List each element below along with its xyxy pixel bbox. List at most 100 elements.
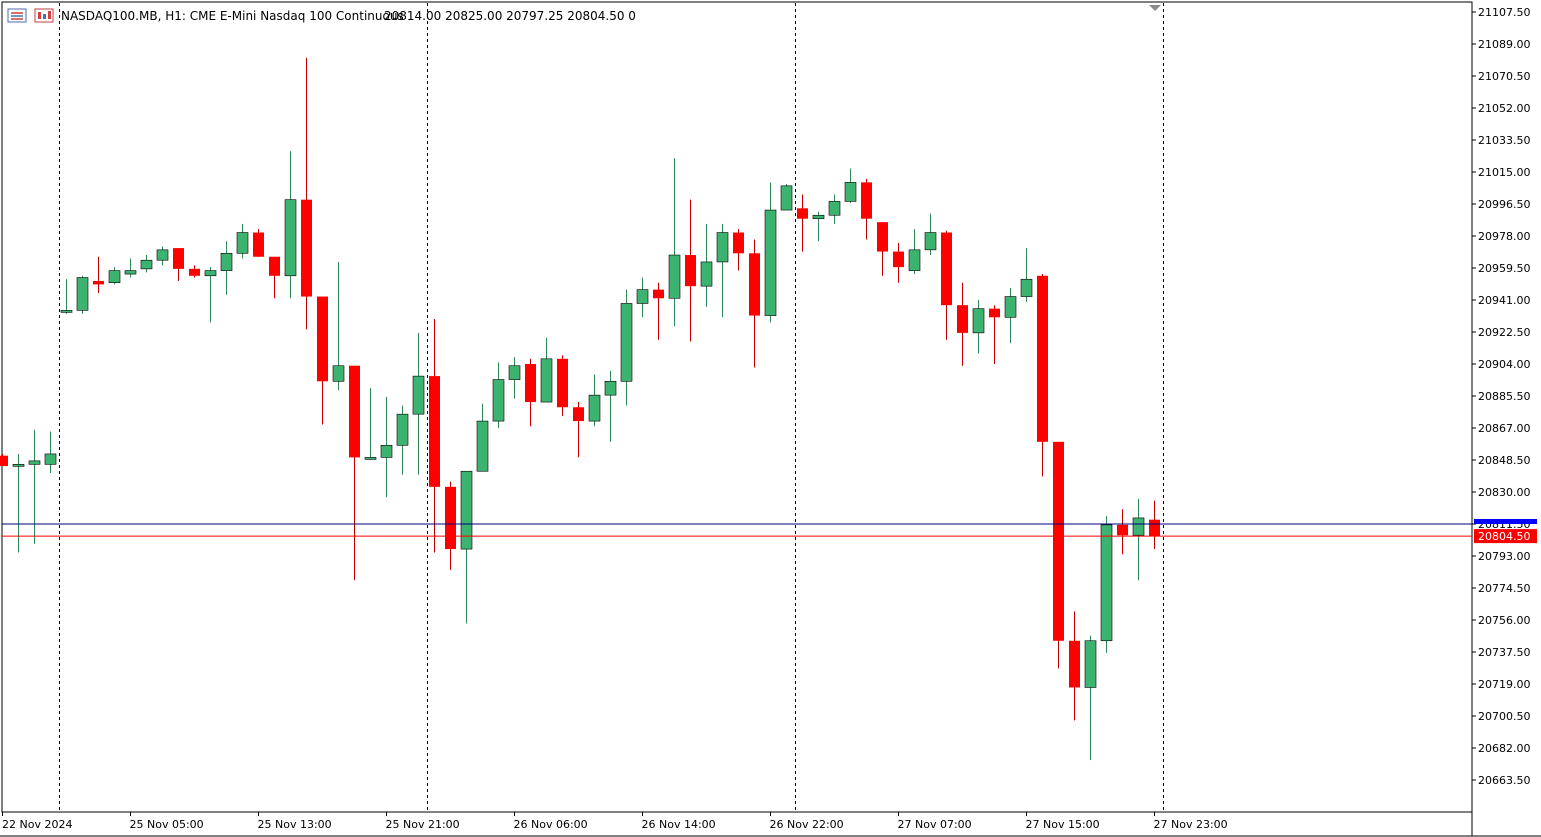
candle-body [445,486,456,550]
candle-body [492,379,505,422]
bearish-candle [557,355,568,416]
bullish-candle [780,184,793,211]
candle-body [28,460,41,465]
candle-body [173,248,184,269]
candle-body [557,358,568,408]
time-axis-label: 22 Nov 2024 [2,818,72,831]
bullish-candle [60,279,73,314]
bullish-candle [620,289,633,406]
bearish-candle [253,229,264,257]
bearish-candle [93,256,104,294]
bullish-candle [1084,635,1097,761]
candle-body [620,303,633,382]
candle-body [380,444,393,458]
bullish-candle [636,277,649,318]
candle-body [124,270,137,275]
bearish-candle [733,229,744,271]
candle-body [525,364,536,403]
bullish-candle [108,267,121,285]
candle-body [76,277,89,311]
chart-objects-icon[interactable] [34,8,54,23]
bearish-candle [1053,441,1064,669]
bullish-candle [156,246,169,266]
candle-body [604,380,617,396]
bearish-candle [893,242,904,283]
ohlc-readout: 20814.00 20825.00 20797.25 20804.50 0 [384,9,636,23]
time-axis-label: 27 Nov 07:00 [898,818,972,831]
chart-shift-marker-icon[interactable] [1149,5,1161,11]
candle-body [540,358,553,403]
price-axis-label: 21052.00 [1478,102,1531,115]
candle-body [253,232,264,257]
candle-body [1004,296,1017,318]
price-axis-label: 20922.50 [1478,326,1531,339]
candle-body [844,182,857,202]
candle-body [636,289,649,304]
price-axis-label: 21107.50 [1478,6,1531,19]
candle-body [93,280,104,285]
price-axis[interactable]: 21107.50 21089.00 21070.50 21052.00 21033.50… [1472,6,1537,787]
price-axis-label: 20737.50 [1478,646,1531,659]
ask-price-marker [1474,519,1537,524]
bullish-candle [460,470,473,624]
bearish-candle [445,481,456,570]
bearish-candle [1037,274,1048,477]
candle-body [1117,524,1128,536]
candle-body [189,268,200,276]
bullish-candle [1004,287,1017,344]
candle-body [653,289,664,299]
candle-body [284,199,297,277]
plot-area-frame [1,1,1473,813]
candle-body [332,365,345,382]
candle-body [668,254,681,299]
price-axis-label: 20941.00 [1478,294,1531,307]
bearish-candle [957,282,968,366]
bullish-candle [204,267,217,323]
bullish-candle [828,194,841,224]
candle-body [44,453,57,465]
time-axis[interactable]: 22 Nov 2024 25 Nov 05:00 25 Nov 13:00 25 No… [2,812,1228,831]
price-lines [2,523,1472,537]
candle-body [861,182,872,219]
bearish-candle [525,358,536,427]
time-axis-label: 25 Nov 13:00 [258,818,332,831]
bullish-candle [284,151,297,299]
time-axis-label: 26 Nov 06:00 [514,818,588,831]
candle-body [685,255,696,287]
candle-body [1084,640,1097,688]
bullish-candle [764,182,777,323]
candle-body [301,199,312,297]
bullish-candle [124,258,137,278]
bearish-candle [1149,500,1160,550]
price-axis-label: 20904.00 [1478,358,1531,371]
candle-body [1132,517,1145,536]
time-axis-label: 27 Nov 23:00 [1154,818,1228,831]
candle-body [1069,640,1080,688]
candle-body [764,209,777,316]
bearish-candle [941,230,952,340]
bearish-candle [317,296,328,425]
candle-body [780,185,793,211]
bearish-candle [1117,509,1128,555]
time-axis-label: 25 Nov 21:00 [386,818,460,831]
price-axis-label: 21033.50 [1478,134,1531,147]
candle-body [236,232,249,254]
price-axis-label: 20719.00 [1478,678,1531,691]
candle-body [1149,519,1160,537]
candle-body [989,308,1000,318]
time-axis-label: 25 Nov 05:00 [130,818,204,831]
candle-body [1053,441,1064,641]
bullish-candle [508,357,521,399]
candle-body [812,214,825,220]
candle-body [204,270,217,277]
trade-panel-icon[interactable] [7,8,27,23]
bearish-candle [189,265,200,278]
bullish-candle [716,223,729,318]
bullish-candle [396,405,409,475]
bearish-candle [173,248,184,281]
bullish-candle [540,338,553,403]
bullish-candle [924,213,937,256]
candle-body [828,201,841,216]
bullish-candle [812,211,825,242]
